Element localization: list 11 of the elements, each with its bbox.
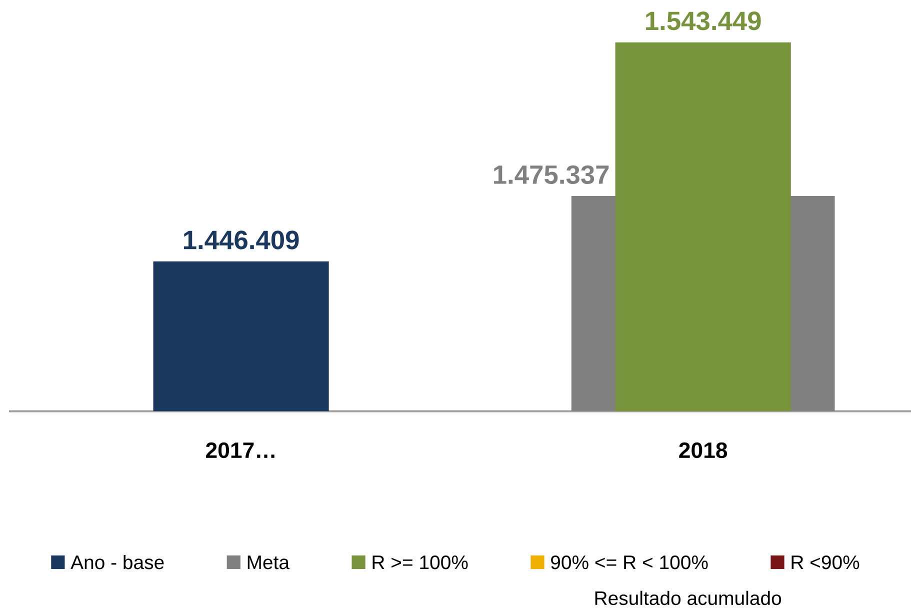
legend-label: Meta (248, 556, 290, 570)
legend-label: R <90% (792, 555, 860, 570)
text: Resultado acumulado (595, 590, 782, 606)
data-label: 1.446.409 (184, 230, 299, 250)
x-tick-label: 2018 (679, 442, 728, 458)
data-label: 1.543.449 (646, 12, 761, 30)
legend-label: R >= 100% (372, 555, 468, 570)
data-label: 1.475.337 (494, 165, 609, 184)
legend-label: 90% <= R < 100% (551, 555, 708, 570)
legend-label: Ano - base (70, 554, 164, 570)
x-tick-label: 2017… (206, 442, 274, 458)
